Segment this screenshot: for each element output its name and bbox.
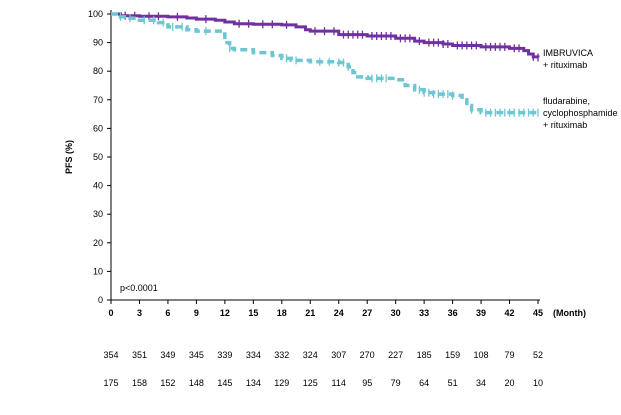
at-risk-count: 354 bbox=[103, 350, 118, 360]
x-tick-label: 39 bbox=[476, 308, 486, 318]
y-tick-label: 70 bbox=[93, 95, 103, 105]
at-risk-count: 185 bbox=[417, 350, 432, 360]
at-risk-count: 148 bbox=[189, 378, 204, 388]
at-risk-count: 10 bbox=[533, 378, 543, 388]
at-risk-count: 175 bbox=[103, 378, 118, 388]
y-tick-label: 90 bbox=[93, 38, 103, 48]
fcr-series-label: + rituximab bbox=[543, 120, 587, 130]
at-risk-count: 159 bbox=[445, 350, 460, 360]
at-risk-table: 354 351 349 345 339 334 332 324 307 270 227 185 159 1… bbox=[103, 350, 543, 388]
y-axis-label: PFS (%) bbox=[64, 140, 74, 174]
at-risk-count: 64 bbox=[419, 378, 429, 388]
x-tick-label: 0 bbox=[108, 308, 113, 318]
ibrutinib-rituximab-curve bbox=[111, 12, 540, 59]
y-tick-label: 100 bbox=[88, 9, 103, 19]
axes bbox=[107, 10, 540, 304]
y-tick-label: 10 bbox=[93, 266, 103, 276]
at-risk-count: 307 bbox=[331, 350, 346, 360]
at-risk-count: 34 bbox=[476, 378, 486, 388]
at-risk-count: 79 bbox=[391, 378, 401, 388]
x-axis-label: (Month) bbox=[553, 308, 586, 318]
at-risk-count: 129 bbox=[274, 378, 289, 388]
survival-curves bbox=[111, 11, 540, 117]
x-tick-label: 6 bbox=[165, 308, 170, 318]
at-risk-count: 332 bbox=[274, 350, 289, 360]
y-tick-label: 40 bbox=[93, 181, 103, 191]
x-tick-label: 24 bbox=[334, 308, 344, 318]
at-risk-count: 349 bbox=[160, 350, 175, 360]
at-risk-count: 334 bbox=[246, 350, 261, 360]
at-risk-count: 20 bbox=[505, 378, 515, 388]
y-tick-label: 80 bbox=[93, 66, 103, 76]
x-tick-label: 42 bbox=[505, 308, 515, 318]
x-tick-label: 3 bbox=[137, 308, 142, 318]
y-tick-label: 50 bbox=[93, 152, 103, 162]
at-risk-count: 52 bbox=[533, 350, 543, 360]
x-tick-label: 21 bbox=[305, 308, 315, 318]
at-risk-count: 345 bbox=[189, 350, 204, 360]
at-risk-count: 227 bbox=[388, 350, 403, 360]
at-risk-count: 339 bbox=[217, 350, 232, 360]
at-risk-count: 152 bbox=[160, 378, 175, 388]
fcr-series-label: fludarabine, bbox=[543, 96, 590, 106]
x-tick-label: 33 bbox=[419, 308, 429, 318]
x-tick-label: 12 bbox=[220, 308, 230, 318]
at-risk-count: 51 bbox=[448, 378, 458, 388]
at-risk-count: 108 bbox=[474, 350, 489, 360]
at-risk-count: 145 bbox=[217, 378, 232, 388]
y-tick-label: 60 bbox=[93, 123, 103, 133]
at-risk-count: 134 bbox=[246, 378, 261, 388]
y-tick-label: 0 bbox=[98, 295, 103, 305]
y-tick-label: 20 bbox=[93, 238, 103, 248]
x-tick-label: 30 bbox=[391, 308, 401, 318]
y-tick-label: 30 bbox=[93, 209, 103, 219]
x-tick-label: 45 bbox=[533, 308, 543, 318]
x-tick-label: 27 bbox=[362, 308, 372, 318]
at-risk-count: 125 bbox=[303, 378, 318, 388]
at-risk-count: 270 bbox=[360, 350, 375, 360]
fcr-curve bbox=[111, 12, 538, 115]
x-tick-label: 15 bbox=[248, 308, 258, 318]
at-risk-count: 158 bbox=[132, 378, 147, 388]
ibrutinib-series-label: + rituximab bbox=[543, 60, 587, 70]
x-tick-label: 9 bbox=[194, 308, 199, 318]
at-risk-count: 95 bbox=[362, 378, 372, 388]
ibrutinib-series-label: IMBRUVICA bbox=[543, 48, 593, 58]
x-tick-label: 18 bbox=[277, 308, 287, 318]
series-labels: IMBRUVICA + rituximab fludarabine, cyclopho… bbox=[543, 48, 618, 130]
at-risk-count: 114 bbox=[332, 378, 346, 388]
at-risk-count: 79 bbox=[505, 350, 515, 360]
at-risk-count: 351 bbox=[132, 350, 147, 360]
p-value-annotation: p<0.0001 bbox=[120, 283, 158, 293]
fcr-series-label: cyclophosphamide bbox=[543, 108, 618, 118]
at-risk-count: 324 bbox=[303, 350, 318, 360]
x-tick-label: 36 bbox=[448, 308, 458, 318]
